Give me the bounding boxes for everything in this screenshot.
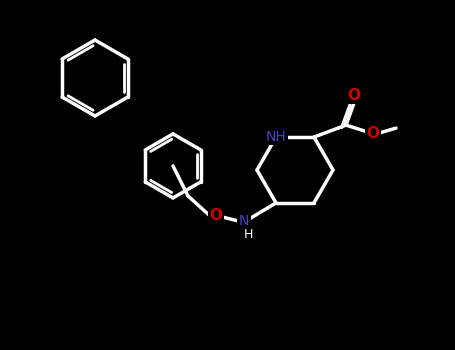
Text: O: O	[209, 208, 222, 223]
Text: NH: NH	[266, 130, 286, 144]
Text: O: O	[366, 126, 379, 141]
Text: N: N	[239, 214, 249, 228]
Text: O: O	[348, 88, 360, 103]
Text: H: H	[243, 229, 253, 241]
